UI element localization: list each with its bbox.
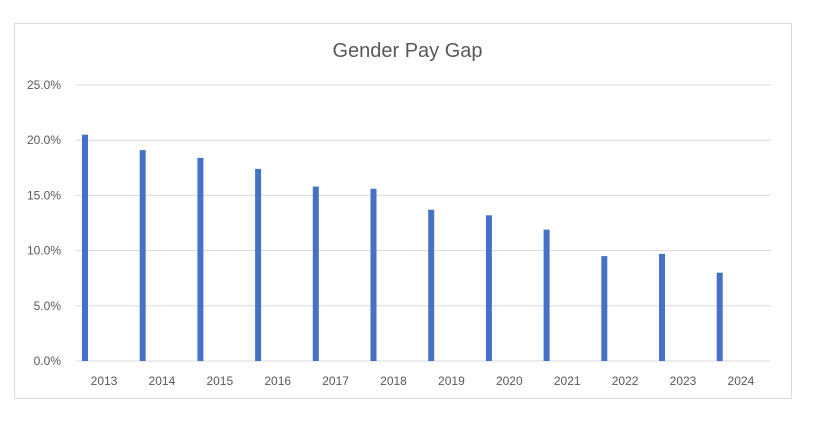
x-tick-label: 2018	[380, 374, 407, 388]
y-tick-label: 15.0%	[27, 188, 61, 202]
y-tick-label: 20.0%	[27, 133, 61, 147]
x-tick-label: 2014	[149, 374, 176, 388]
gridlines	[76, 84, 771, 362]
bar-2022	[601, 256, 608, 361]
x-tick-label: 2019	[438, 374, 465, 388]
x-tick-label: 2023	[670, 374, 697, 388]
bar-2014	[139, 150, 146, 361]
x-tick-label: 2015	[206, 374, 233, 388]
y-tick-label: 0.0%	[34, 354, 62, 368]
x-tick-label: 2017	[322, 374, 349, 388]
bar-2024	[716, 272, 723, 361]
bar-2023	[659, 253, 665, 361]
bar-2013	[82, 134, 88, 361]
bar-2018	[370, 188, 377, 361]
x-tick-label: 2024	[728, 374, 755, 388]
y-tick-label: 25.0%	[27, 78, 61, 92]
bar-2019	[428, 209, 435, 361]
y-axis-ticks: 0.0% 5.0% 10.0% 15.0% 20.0% 25.0%	[27, 78, 61, 368]
x-tick-label: 2016	[264, 374, 291, 388]
x-tick-label: 2021	[554, 374, 581, 388]
bars	[82, 134, 723, 361]
chart-title: Gender Pay Gap	[332, 40, 483, 62]
y-tick-label: 5.0%	[34, 299, 62, 313]
bar-2021	[543, 229, 550, 361]
bar-2020	[485, 215, 492, 361]
y-tick-label: 10.0%	[27, 244, 61, 258]
x-axis-ticks: 2013 2014 2015 2016 2017 2018 2019 2020 2021 2022…	[91, 374, 755, 388]
bar-2015	[197, 157, 204, 361]
bar-2017	[312, 186, 319, 361]
x-tick-label: 2022	[612, 374, 639, 388]
x-tick-label: 2020	[496, 374, 523, 388]
x-tick-label: 2013	[91, 374, 118, 388]
bar-2016	[255, 168, 262, 361]
